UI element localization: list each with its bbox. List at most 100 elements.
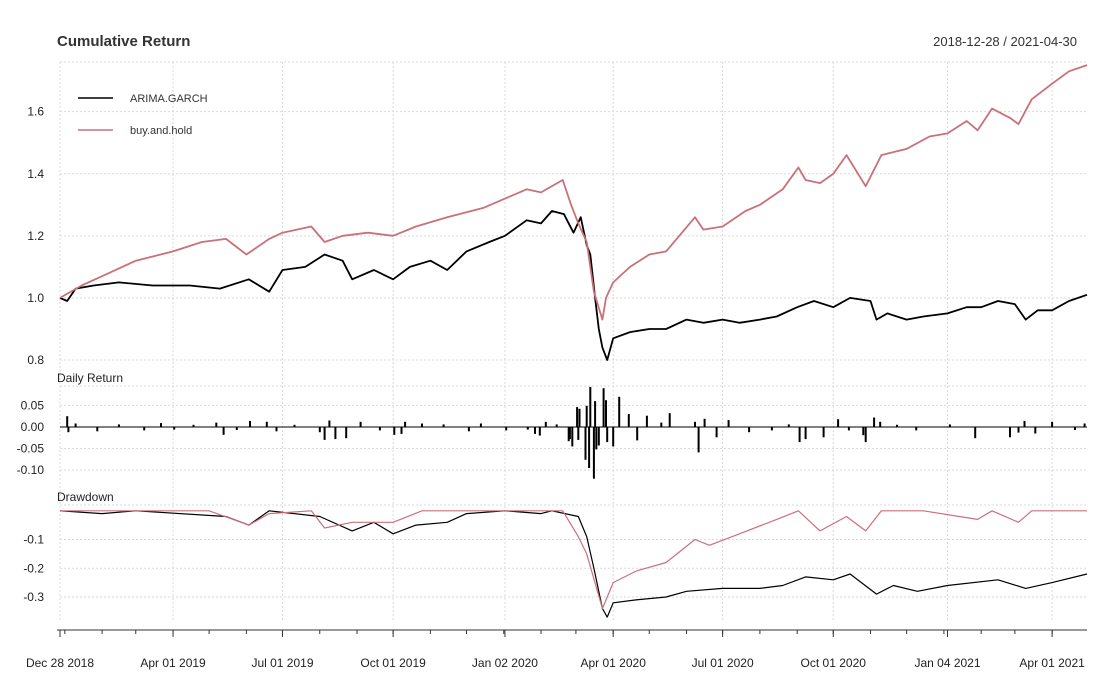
x-tick-label-8: Jan 04 2021 [914,656,980,670]
y-tick-labels: 0.8 1.0 1.2 1.4 1.6 0.05 0.00 -0.05 -0.10 -0.1 -0.… [17,105,45,604]
legend-label-arima-garch: ARIMA.GARCH [130,93,208,105]
daily-return-bar-71 [837,419,840,427]
daily-return-bar-80 [974,427,977,439]
daily-return-bar-78 [915,427,918,431]
cumulative-y-tick-label-0: 0.8 [27,353,44,367]
daily-return-bar-79 [948,424,951,427]
daily-return-bar-1 [67,427,70,433]
x-tick-label-6: Jul 01 2020 [692,656,754,670]
daily-return-bar-87 [1083,423,1086,427]
drawdown-panel: Drawdown [57,490,1088,618]
daily-return-bar-46 [592,427,595,479]
daily-return-bar-25 [404,421,407,427]
daily-return-bar-22 [378,427,381,431]
daily-return-bar-64 [727,420,730,427]
daily-return-bar-86 [1074,427,1076,430]
daily-return-bar-57 [645,415,648,427]
x-tick-label-5: Apr 01 2020 [580,656,646,670]
daily-return-bar-40 [577,427,580,440]
daily-return-bar-70 [822,427,825,438]
drawdown-series-group [59,510,1088,618]
daily_return-y-tick-label-2: -0.05 [17,442,45,456]
daily-return-label: Daily Return [57,371,123,385]
daily-return-bar-37 [568,427,571,440]
daily-return-bar-66 [770,427,773,431]
daily-return-bars [60,386,1087,479]
legend: ARIMA.GARCH buy.and.hold [78,93,208,137]
daily-return-bar-47 [594,401,597,427]
daily-return-bar-32 [534,427,536,434]
cumulative-line-arima-garch [59,210,1088,361]
cumulative-y-tick-label-2: 1.2 [27,229,44,243]
cumulative-y-tick-label-1: 1.0 [27,291,44,305]
daily-return-bar-74 [864,427,867,443]
daily_return-y-tick-label-0: 0.05 [21,398,45,412]
daily-return-bar-9 [215,422,218,427]
daily-return-bar-56 [636,427,639,441]
daily-return-bar-31 [526,427,529,430]
daily-return-bar-14 [275,427,278,432]
cumulative-series-group [59,64,1088,361]
daily-return-bar-72 [847,427,850,431]
daily-return-bar-65 [748,427,751,433]
daily_return-y-tick-label-3: -0.10 [17,463,45,477]
daily-return-bar-51 [605,400,607,427]
x-tick-label-0: Dec 28 2018 [26,656,94,670]
daily-return-bar-26 [421,423,423,427]
cumulative-y-tick-label-4: 1.6 [27,105,44,119]
daily-return-bar-24 [400,427,403,434]
daily-return-bar-23 [393,427,396,435]
drawdown-y-tick-label-1: -0.2 [23,561,44,575]
daily-return-bar-67 [787,424,790,427]
daily-return-panel: Daily Return [57,371,1087,479]
cumulative-y-tick-label-3: 1.4 [27,167,44,181]
daily-return-bar-45 [589,386,592,427]
x-tick-label-7: Oct 01 2020 [801,656,867,670]
daily-return-bar-7 [173,427,176,430]
x-tick-label-4: Jan 02 2020 [472,656,538,670]
daily-return-bar-34 [544,421,547,427]
daily-return-bar-28 [467,427,470,432]
daily-return-bar-50 [602,388,605,427]
daily_return-y-tick-label-1: 0.00 [21,420,45,434]
drawdown-y-tick-label-0: -0.1 [23,533,44,547]
daily-return-bar-41 [578,408,581,427]
daily-return-bar-76 [879,421,882,427]
daily-return-bar-35 [555,424,558,427]
daily-return-bar-39 [576,407,579,427]
daily-return-bar-29 [479,423,482,427]
daily-return-bar-55 [627,414,630,427]
drawdown-y-tick-label-2: -0.3 [23,590,44,604]
daily-return-bar-43 [585,405,588,427]
drawdown-line-arima-garch [59,510,1088,618]
daily-return-bar-10 [222,427,225,435]
daily-return-bar-5 [143,427,146,431]
daily-return-bar-3 [96,427,99,432]
daily-return-bar-77 [896,424,898,427]
daily-return-bar-19 [334,427,337,440]
daily-return-bar-62 [703,418,706,427]
drawdown-label: Drawdown [57,490,114,504]
daily-return-bar-83 [1023,420,1026,427]
daily-return-bar-6 [160,423,162,427]
daily-return-bar-58 [660,422,663,427]
daily-return-bar-53 [612,427,615,447]
daily-return-bar-13 [265,421,268,427]
daily-return-bar-15 [293,424,296,427]
daily-return-bar-59 [668,413,671,427]
daily-return-bar-54 [618,396,621,427]
daily-return-bar-49 [597,427,600,446]
daily-return-bar-60 [694,421,696,427]
x-tick-label-2: Jul 01 2019 [251,656,313,670]
daily-return-bar-18 [328,420,331,427]
daily-return-bar-36 [567,427,570,442]
grid-layer [59,61,1087,620]
x-tick-label-1: Apr 01 2019 [140,656,206,670]
daily-return-bar-82 [1017,427,1020,433]
daily-return-bar-85 [1051,421,1054,427]
daily-return-bar-81 [1009,427,1011,438]
x-tick-label-3: Oct 01 2019 [360,656,426,670]
daily-return-bar-44 [588,427,591,468]
daily-return-bar-52 [606,427,609,443]
